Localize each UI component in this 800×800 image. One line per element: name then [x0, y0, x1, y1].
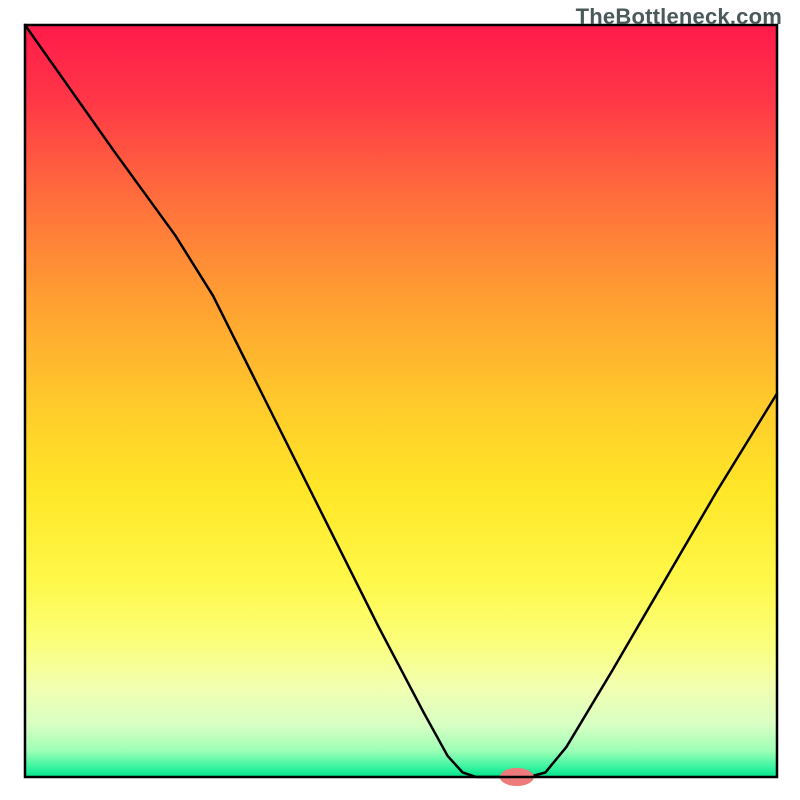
watermark-text: TheBottleneck.com: [576, 4, 782, 30]
plot-background: [25, 25, 777, 777]
bottleneck-chart: TheBottleneck.com: [0, 0, 800, 800]
chart-svg: [0, 0, 800, 800]
